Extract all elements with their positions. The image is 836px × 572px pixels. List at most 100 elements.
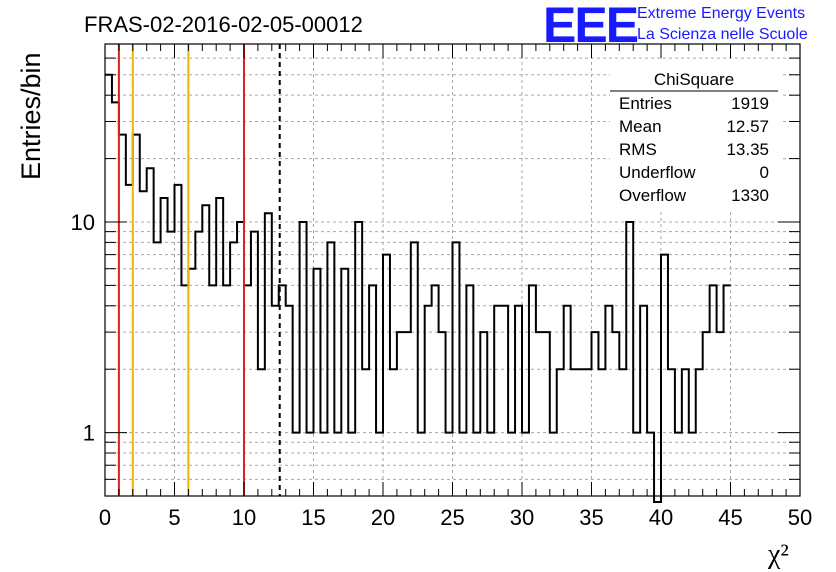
histogram-bin <box>223 285 230 496</box>
histogram-bin <box>244 285 251 496</box>
histogram-bin <box>466 285 473 496</box>
x-tick-label: 10 <box>232 505 256 530</box>
histogram-bin <box>661 255 668 496</box>
stats-value: 13.35 <box>726 140 769 159</box>
histogram-bin <box>237 222 244 496</box>
histogram-bin <box>724 285 731 496</box>
logo-line-2: La Scienza nelle Scuole <box>637 26 808 43</box>
histogram-bin <box>633 433 640 496</box>
stats-label: RMS <box>619 140 657 159</box>
histogram-bin <box>119 135 126 496</box>
histogram-bin <box>668 369 675 496</box>
histogram-bin <box>286 306 293 496</box>
histogram-bin <box>432 285 439 496</box>
marker-lines <box>117 44 281 496</box>
grid <box>105 43 800 497</box>
stats-label: Entries <box>619 94 672 113</box>
chart-title: FRAS-02-2016-02-05-00012 <box>84 12 363 37</box>
y-tick-label: 10 <box>71 210 95 235</box>
histogram-bin <box>112 102 119 496</box>
stats-title: ChiSquare <box>654 70 734 89</box>
histogram-bin <box>133 135 140 496</box>
logo-line-1: Extreme Energy Events <box>637 5 805 22</box>
stats-value: 1330 <box>731 186 769 205</box>
histogram-bin <box>508 433 515 496</box>
histogram-bin <box>640 306 647 496</box>
histogram-bin <box>195 232 202 496</box>
histogram-bin <box>585 369 592 496</box>
histogram-bin <box>675 433 682 496</box>
histogram-bin <box>696 369 703 496</box>
histogram <box>105 73 731 503</box>
histogram-bin <box>334 433 341 496</box>
histogram-bin <box>362 369 369 496</box>
histogram-bin <box>425 306 432 496</box>
histogram-bin <box>543 332 550 496</box>
histogram-outline <box>105 73 731 503</box>
x-tick-label: 0 <box>99 505 111 530</box>
histogram-bin <box>293 433 300 496</box>
histogram-bin <box>619 369 626 496</box>
histogram-bin <box>404 332 411 496</box>
histogram-bin <box>258 369 265 496</box>
x-tick-label: 25 <box>440 505 464 530</box>
histogram-bin <box>126 185 133 496</box>
histogram-bin <box>140 191 147 496</box>
histogram-bin <box>689 433 696 496</box>
histogram-bin <box>578 369 585 496</box>
histogram-bin <box>230 242 237 496</box>
histogram-bin <box>592 332 599 496</box>
histogram-bin <box>168 232 175 496</box>
histogram-bin <box>703 332 710 496</box>
histogram-bin <box>147 168 154 496</box>
histogram-bin <box>272 306 279 496</box>
histogram-bin <box>598 369 605 496</box>
histogram-bin <box>439 332 446 496</box>
histogram-bin <box>647 433 654 496</box>
histogram-bin <box>320 433 327 496</box>
histogram-bin <box>355 222 362 496</box>
histogram-bin <box>209 285 216 496</box>
stats-value: 1919 <box>731 94 769 113</box>
histogram-bin <box>175 185 182 496</box>
x-tick-label: 50 <box>788 505 812 530</box>
histogram-bin <box>300 222 307 496</box>
histogram-bin <box>376 433 383 496</box>
histogram-bin <box>494 306 501 496</box>
histogram-bin <box>216 198 223 496</box>
histogram-bin <box>626 222 633 496</box>
histogram-bin <box>487 433 494 496</box>
y-tick-label: 1 <box>83 421 95 446</box>
x-axis-label: χ² <box>767 539 789 570</box>
histogram-bin <box>446 433 453 496</box>
histogram-bin <box>307 433 314 496</box>
histogram-bin <box>459 433 466 496</box>
histogram-bin <box>154 242 161 496</box>
histogram-bin <box>682 369 689 496</box>
histogram-bin <box>453 242 460 496</box>
histogram-bin <box>473 433 480 496</box>
stats-label: Overflow <box>619 186 687 205</box>
histogram-bin <box>557 369 564 496</box>
histogram-bin <box>327 242 334 496</box>
histogram-bin <box>571 369 578 496</box>
histogram-bin <box>612 332 619 496</box>
histogram-bin <box>717 332 724 496</box>
histogram-bin <box>515 306 522 496</box>
x-tick-label: 30 <box>510 505 534 530</box>
histogram-bin <box>529 285 536 496</box>
x-tick-label: 5 <box>168 505 180 530</box>
histogram-bin <box>710 285 717 496</box>
histogram-bin <box>314 269 321 496</box>
histogram-bin <box>251 232 258 496</box>
stats-value: 0 <box>760 163 769 182</box>
histogram-bin <box>550 433 557 496</box>
histogram-bin <box>522 433 529 496</box>
x-tick-label: 45 <box>718 505 742 530</box>
x-tick-label: 35 <box>579 505 603 530</box>
histogram-bin <box>188 269 195 496</box>
histogram-bin <box>418 433 425 496</box>
histogram-bin <box>480 332 487 496</box>
histogram-bin <box>181 285 188 496</box>
